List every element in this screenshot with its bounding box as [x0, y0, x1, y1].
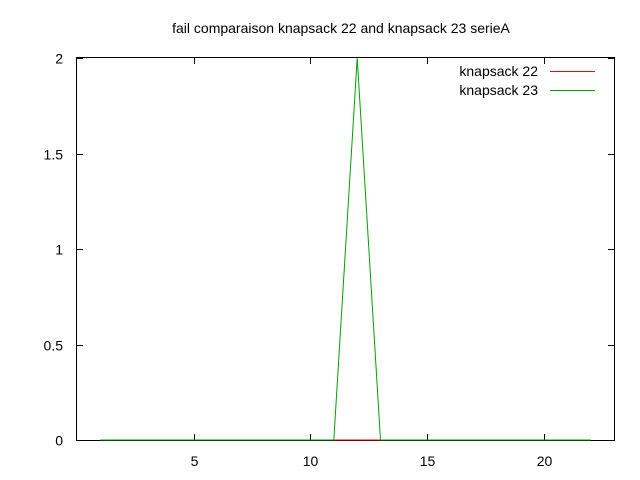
series-line — [100, 57, 591, 441]
legend: knapsack 22 knapsack 23 — [459, 63, 595, 98]
x-tick-label: 10 — [303, 453, 319, 469]
y-tick-label: 1 — [55, 242, 63, 258]
y-tick-label: 0.5 — [44, 338, 64, 354]
series-lines — [100, 57, 591, 441]
axis-ticks: 5 10 15 20 0 0.5 1 1.5 2 — [44, 51, 614, 469]
chart-title: fail comparaison knapsack 22 and knapsac… — [172, 20, 510, 36]
x-tick-label: 15 — [420, 453, 436, 469]
x-tick-label: 5 — [191, 453, 199, 469]
y-tick-label: 0 — [55, 433, 63, 449]
legend-label: knapsack 23 — [459, 82, 538, 98]
y-tick-label: 2 — [55, 51, 63, 67]
y-tick-label: 1.5 — [44, 147, 64, 163]
x-tick-label: 20 — [537, 453, 553, 469]
legend-label: knapsack 22 — [459, 63, 538, 79]
